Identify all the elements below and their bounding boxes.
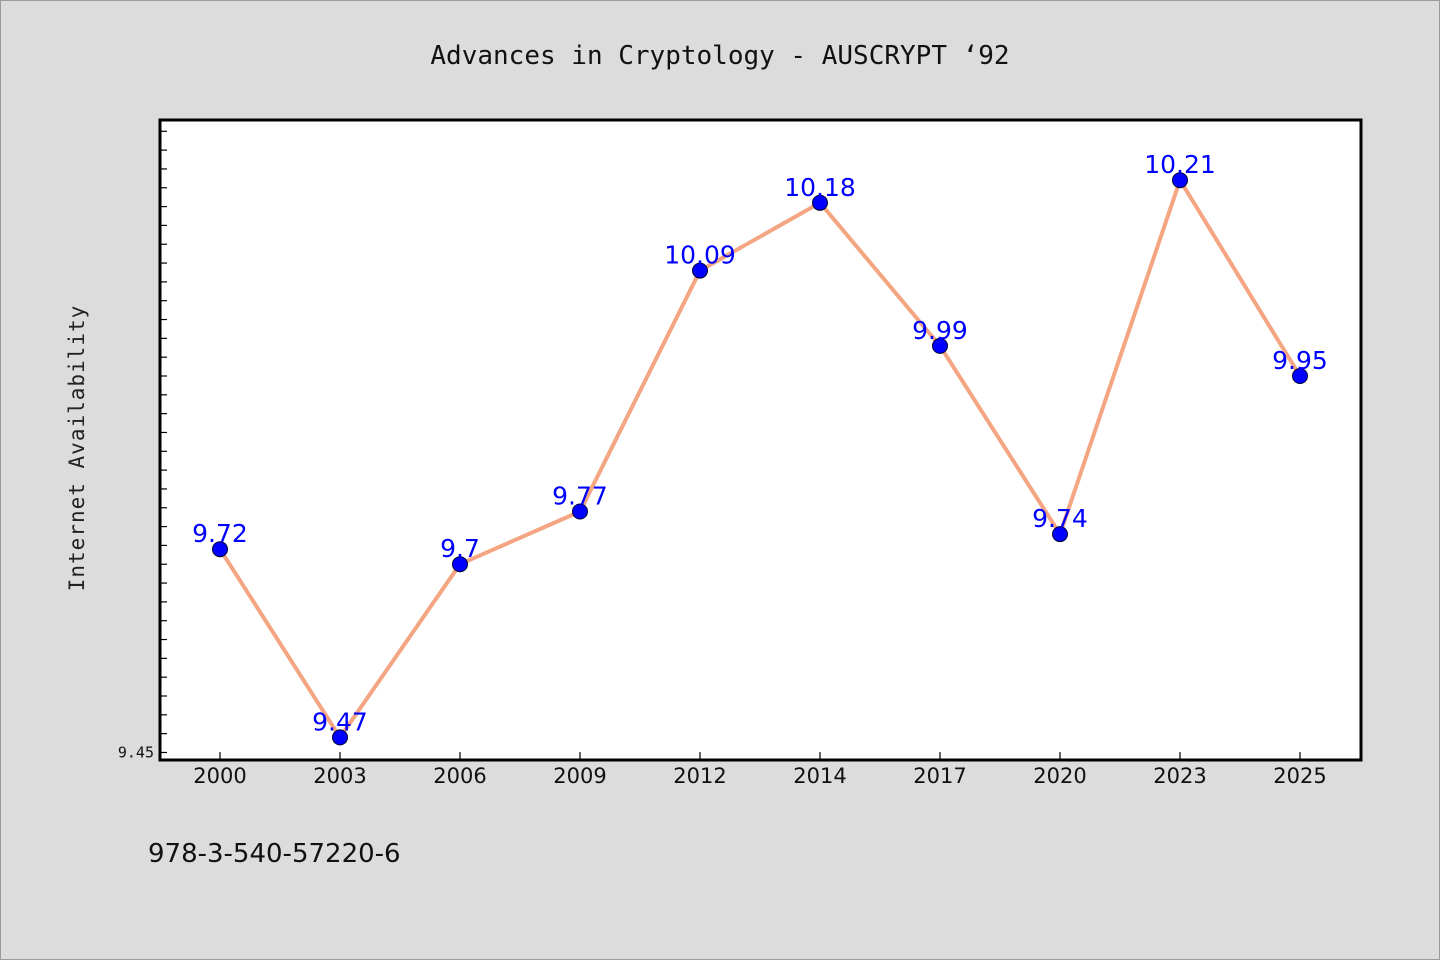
data-markers [212, 172, 1308, 746]
x-tick-label: 2025 [1273, 764, 1326, 788]
x-tick-label: 2000 [193, 764, 246, 788]
data-point [932, 337, 948, 354]
x-tick-label: 2009 [553, 764, 606, 788]
data-label: 9.77 [552, 482, 608, 511]
x-tick-label: 2003 [313, 764, 366, 788]
data-point [1172, 172, 1188, 189]
x-tick-label: 2012 [673, 764, 726, 788]
data-point [692, 262, 708, 279]
data-point [212, 541, 228, 558]
data-label: 10.21 [1144, 150, 1216, 179]
data-label: 9.47 [312, 707, 368, 736]
y-axis-label: Internet Availability [65, 305, 89, 592]
series-line [218, 178, 1302, 740]
data-label: 9.95 [1272, 346, 1328, 375]
x-tick-label: 2020 [1033, 764, 1086, 788]
isbn-footer: 978-3-540-57220-6 [148, 839, 401, 869]
x-tick-label: 2017 [913, 764, 966, 788]
data-point [1292, 368, 1308, 384]
data-point [572, 503, 588, 520]
plot-area [160, 120, 1361, 760]
chart-title: Advances in Cryptology - AUSCRYPT ‘92 [430, 41, 1009, 71]
data-point [452, 556, 468, 573]
data-label: 9.99 [912, 316, 968, 345]
y-tick-label: 9.45 [118, 743, 154, 761]
y-tick-labels: 9.45 [118, 743, 154, 761]
data-label: 9.74 [1032, 504, 1088, 533]
data-label: 10.18 [784, 173, 856, 202]
data-label: 9.72 [192, 519, 248, 548]
x-tick-label: 2006 [433, 764, 486, 788]
data-label: 10.09 [664, 241, 736, 270]
data-labels: 9.72 9.47 9.7 9.77 10.09 10.18 9.99 9.74 10.21 9.… [192, 150, 1328, 736]
x-tick-label: 2014 [793, 764, 846, 788]
data-point [332, 729, 348, 746]
data-point [812, 194, 828, 211]
data-point [1052, 526, 1068, 543]
plot-border [158, 118, 1363, 762]
data-label: 9.7 [440, 534, 480, 563]
x-tick-label: 2023 [1153, 764, 1206, 788]
x-tick-labels: 2000 2003 2006 2009 2012 2014 2017 2020 2023 2025 [193, 764, 1326, 788]
